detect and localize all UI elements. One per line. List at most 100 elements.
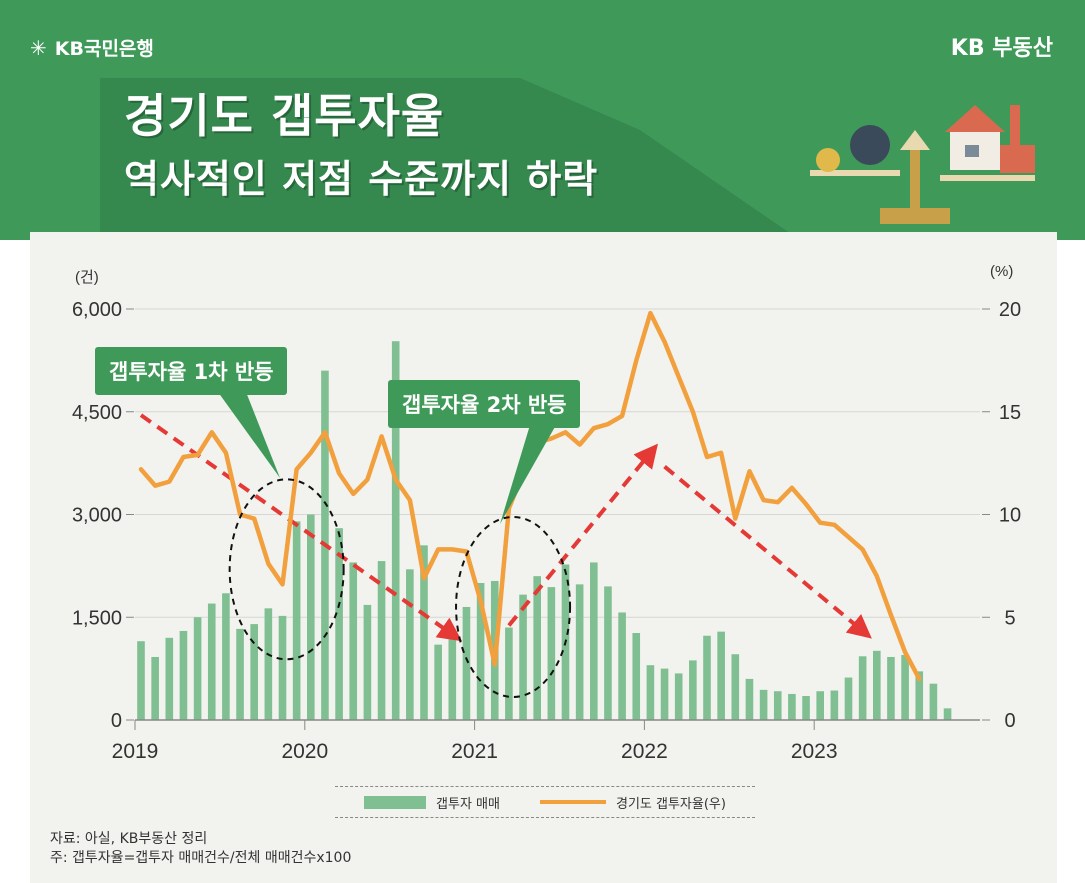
bar-gap-transactions — [844, 677, 853, 720]
bar-gap-transactions — [788, 693, 796, 720]
bar-gap-transactions — [943, 708, 952, 720]
bar-gap-transactions — [901, 654, 909, 720]
bar-gap-transactions — [349, 562, 358, 720]
bar-gap-transactions — [873, 650, 881, 720]
page-subtitle: 역사적인 저점 수준까지 하락 — [124, 157, 599, 201]
scale-illustration-icon — [810, 105, 1035, 224]
y-left-unit: (건) — [75, 269, 99, 286]
chart-panel — [30, 232, 1057, 883]
bar-gap-transactions — [646, 665, 655, 720]
bar-gap-transactions — [250, 624, 258, 720]
bar-gap-transactions — [519, 594, 527, 720]
bar-gap-transactions — [717, 631, 725, 720]
bar-gap-transactions — [689, 660, 697, 720]
y-right-tick-label: 10 — [999, 505, 1021, 527]
y-right-tick-label: 20 — [999, 299, 1021, 321]
highlight-ellipse — [455, 515, 572, 698]
x-tick-label: 2019 — [112, 740, 159, 763]
trend-arrow-up — [507, 443, 659, 627]
callout-first-pointer — [218, 392, 280, 478]
source-notes: 자료: 아실, KB부동산 정리 주: 갭투자율=갭투자 매매건수/전체 매매건… — [50, 830, 351, 868]
bar-gap-transactions — [745, 678, 754, 720]
bar-gap-transactions — [590, 562, 598, 720]
bar-gap-transactions — [618, 612, 626, 720]
bar-gap-transactions — [165, 637, 174, 720]
kb-real-estate-label: KB 부동산 — [950, 36, 1053, 61]
bar-gap-transactions — [731, 654, 740, 720]
bar-gap-transactions — [674, 673, 683, 720]
bar-gap-transactions — [816, 691, 824, 720]
bar-gap-transactions — [335, 528, 343, 720]
y-right-tick-label: 15 — [999, 402, 1021, 424]
y-left-tick-label: 6,000 — [72, 299, 122, 321]
y-right-tick-label: 0 — [1004, 710, 1015, 732]
bar-gap-transactions — [406, 569, 414, 720]
page-title: 경기도 갭투자율 — [124, 89, 445, 143]
bar-gap-transactions — [632, 633, 641, 720]
highlight-ellipse — [228, 478, 345, 661]
chart-legend: 갭투자 매매 경기도 갭투자율(우) — [335, 786, 755, 818]
callout-second-rebound: 갭투자율 2차 반등 — [388, 380, 581, 428]
bar-gap-transactions — [448, 630, 457, 720]
legend-item-ratio: 경기도 갭투자율(우) — [539, 793, 726, 812]
bar-gap-transactions — [193, 617, 202, 720]
bar-gap-transactions — [278, 615, 287, 720]
source-line: 자료: 아실, KB부동산 정리 — [50, 831, 208, 847]
legend-item-transactions: 갭투자 매매 — [364, 793, 500, 812]
bar-gap-transactions — [604, 586, 612, 720]
bank-name: KB국민은행 — [54, 38, 154, 60]
bar-gap-transactions — [222, 593, 230, 720]
title-shadow-decoration — [100, 78, 800, 240]
bar-gap-transactions — [420, 545, 428, 720]
y-left-tick-label: 0 — [111, 710, 122, 732]
trend-arrow-down — [139, 413, 463, 642]
y-left-tick-label: 1,500 — [72, 607, 122, 629]
legend-ratio-label: 경기도 갭투자율(우) — [615, 796, 726, 812]
bar-gap-transactions — [292, 521, 301, 720]
bar-gap-transactions — [547, 587, 556, 720]
bar-gap-transactions — [137, 641, 145, 720]
bar-gap-transactions — [703, 635, 711, 720]
y-right-unit: (%) — [990, 263, 1013, 280]
bar-gap-transactions — [434, 644, 442, 720]
note-line: 주: 갭투자율=갭투자 매매건수/전체 매매건수x100 — [50, 850, 352, 866]
y-left-tick-label: 4,500 — [72, 402, 122, 424]
x-tick-label: 2023 — [791, 740, 838, 763]
callout-second-pointer — [500, 425, 556, 524]
bar-gap-transactions — [476, 583, 485, 720]
x-tick-label: 2020 — [281, 740, 328, 763]
kb-star-icon: ✳︎ — [30, 35, 47, 60]
bar-gap-transactions — [207, 603, 216, 720]
legend-bar-swatch — [364, 795, 427, 809]
bar-gap-transactions — [887, 656, 895, 720]
x-tick-label: 2021 — [451, 740, 498, 763]
bar-gap-transactions — [858, 656, 867, 720]
bar-gap-transactions — [505, 627, 513, 720]
legend-transactions-label: 갭투자 매매 — [436, 796, 500, 812]
bar-gap-transactions — [264, 608, 273, 720]
bar-gap-transactions — [236, 628, 244, 720]
bar-gap-transactions — [307, 514, 315, 720]
kb-bank-logo: ✳︎ KB국민은행 — [30, 34, 154, 61]
bar-gap-transactions — [363, 604, 372, 720]
bar-gap-transactions — [830, 690, 839, 720]
bar-gap-transactions — [915, 671, 924, 720]
y-left-tick-label: 3,000 — [72, 505, 122, 527]
bar-gap-transactions — [802, 696, 810, 720]
callout-first-rebound: 갭투자율 1차 반등 — [95, 347, 288, 395]
header-banner: ✳︎ KB국민은행 KB 부동산 경기도 갭투자율 역사적인 저점 수준까지 하… — [0, 0, 1085, 240]
bar-gap-transactions — [773, 691, 782, 720]
bar-gap-transactions — [533, 576, 541, 720]
trend-arrow-down — [663, 465, 872, 639]
bar-gap-transactions — [462, 606, 471, 720]
bar-gap-transactions — [929, 683, 938, 720]
legend-line-swatch — [539, 800, 606, 804]
x-tick-label: 2022 — [621, 740, 668, 763]
bar-gap-transactions — [377, 561, 386, 720]
bar-gap-transactions — [179, 630, 188, 720]
bar-gap-transactions — [151, 656, 159, 720]
bar-gap-transactions — [391, 341, 400, 720]
bar-gap-transactions — [759, 689, 768, 720]
